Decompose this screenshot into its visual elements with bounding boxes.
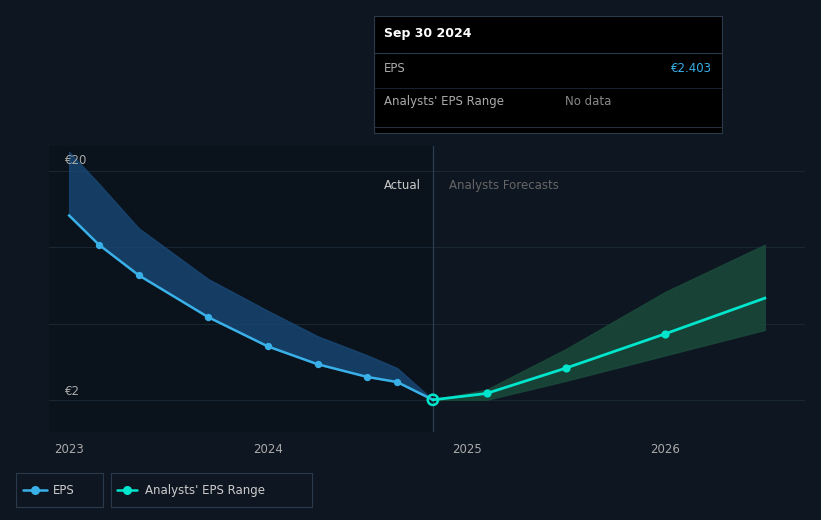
Text: Analysts' EPS Range: Analysts' EPS Range — [145, 484, 265, 497]
Text: €20: €20 — [65, 154, 88, 167]
Point — [391, 378, 404, 386]
Point — [426, 396, 439, 404]
Point — [659, 330, 672, 338]
Point — [351, 332, 365, 341]
Point — [225, 332, 239, 341]
Text: €2: €2 — [65, 385, 80, 398]
Point — [360, 373, 374, 381]
Text: EPS: EPS — [384, 62, 406, 75]
Text: Analysts Forecasts: Analysts Forecasts — [449, 179, 558, 192]
Text: Sep 30 2024: Sep 30 2024 — [384, 27, 471, 41]
Point — [480, 389, 493, 398]
Point — [132, 271, 145, 279]
Point — [261, 342, 274, 350]
Text: €2.403: €2.403 — [671, 62, 712, 75]
Point — [202, 313, 215, 321]
Bar — [49, 146, 433, 432]
Point — [559, 364, 572, 372]
Text: No data: No data — [566, 95, 612, 108]
Point — [93, 241, 106, 249]
Point — [311, 360, 324, 368]
Text: Analysts' EPS Range: Analysts' EPS Range — [384, 95, 504, 108]
Text: EPS: EPS — [53, 484, 75, 497]
Text: Actual: Actual — [384, 179, 421, 192]
